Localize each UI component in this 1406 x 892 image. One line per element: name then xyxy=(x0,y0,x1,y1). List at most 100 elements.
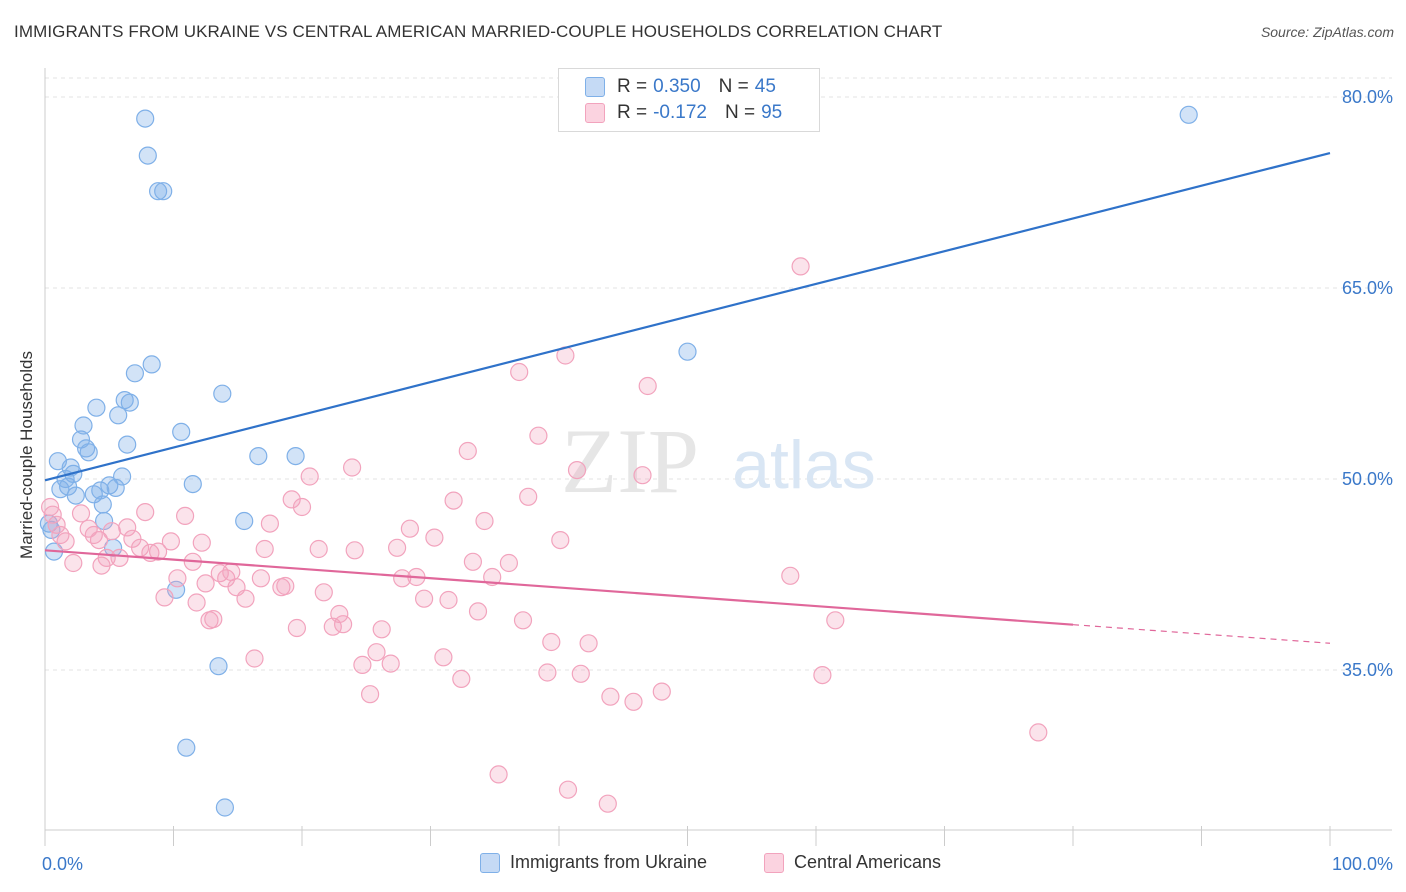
central-american-point xyxy=(300,467,319,486)
watermark-zip: ZIP xyxy=(561,410,699,512)
central-american-point xyxy=(579,634,598,653)
central-american-point xyxy=(236,589,255,608)
ukraine-point xyxy=(209,657,228,676)
central-american-point xyxy=(251,569,270,588)
central-american-point xyxy=(361,685,380,704)
central-american-point xyxy=(260,514,279,533)
central-american-point xyxy=(176,506,195,526)
central-american-point xyxy=(84,525,103,545)
central-american-point xyxy=(475,511,494,531)
central-american-point xyxy=(571,664,590,683)
legend-label-central-american: Central Americans xyxy=(794,852,942,872)
y-tick-label: 80.0% xyxy=(1342,87,1393,107)
central-american-point xyxy=(102,522,121,541)
central-american-point xyxy=(245,649,264,668)
central-american-point xyxy=(343,458,362,477)
central-american-point xyxy=(558,780,578,799)
trend-layer xyxy=(44,151,1331,644)
central-american-point xyxy=(47,515,66,534)
axis-layer: 35.0% 50.0% 65.0% 80.0% 0.0% 100.0% xyxy=(42,68,1393,874)
central-american-point xyxy=(334,615,353,634)
legend-swatch-central-american xyxy=(585,103,605,123)
central-american-point xyxy=(110,548,129,568)
central-american-point xyxy=(463,552,482,571)
ukraine-point xyxy=(125,364,144,383)
ukraine-point xyxy=(106,478,125,497)
central-american-point xyxy=(309,539,328,559)
central-american-point xyxy=(282,490,301,509)
central-american-point xyxy=(372,620,391,639)
legend-label-ukraine: Immigrants from Ukraine xyxy=(510,852,708,872)
y-tick-label: 35.0% xyxy=(1342,660,1393,680)
source-label: Source: ZipAtlas.com xyxy=(1260,24,1394,40)
ukraine-point xyxy=(183,475,202,494)
central-american-point xyxy=(381,654,400,673)
ukraine-point xyxy=(177,738,196,757)
central-american-point xyxy=(204,609,223,629)
central-american-point xyxy=(781,566,800,585)
grid-layer xyxy=(45,77,1392,671)
ukraine-point xyxy=(79,443,98,462)
central-american-point xyxy=(499,553,518,573)
central-american-point xyxy=(353,655,372,675)
legend-n-label: N = xyxy=(724,102,756,123)
ukraine-point xyxy=(249,447,268,466)
central-american-point xyxy=(43,505,62,524)
ukraine-point xyxy=(120,393,139,412)
central-american-point xyxy=(222,562,241,582)
ukraine-point xyxy=(112,467,132,486)
ukraine-point xyxy=(66,486,85,505)
legend-row-central-american: R = -0.172 N = 95 xyxy=(585,101,782,125)
central-american-point xyxy=(155,588,174,607)
y-tick-label: 50.0% xyxy=(1342,469,1393,489)
central-american-point xyxy=(196,574,215,593)
legend-r-label: R = xyxy=(617,102,648,123)
central-american-point xyxy=(813,665,832,685)
ukraine-point xyxy=(42,520,61,540)
central-american-point xyxy=(601,687,620,706)
central-american-point xyxy=(434,648,453,667)
central-american-point xyxy=(598,794,617,813)
central-american-point xyxy=(519,487,538,506)
points-layer xyxy=(39,105,1198,817)
legend-r-value: -0.172 xyxy=(653,102,707,123)
central-american-point xyxy=(192,533,211,552)
legend-swatch-ukraine xyxy=(585,77,605,97)
central-american-point xyxy=(468,602,488,621)
central-american-point xyxy=(489,765,508,784)
central-american-point xyxy=(444,491,463,510)
central-american-point xyxy=(633,466,652,485)
trend-line-central-american xyxy=(44,549,1074,626)
central-american-point xyxy=(425,528,444,547)
central-american-point xyxy=(161,532,180,551)
legend-item-ukraine: Immigrants from Ukraine xyxy=(480,852,707,873)
central-american-point xyxy=(624,692,643,711)
central-american-point xyxy=(652,682,671,701)
ukraine-point xyxy=(286,447,305,466)
ukraine-point xyxy=(149,182,168,201)
central-american-point xyxy=(567,461,587,480)
central-american-point xyxy=(64,553,83,573)
central-american-point xyxy=(168,569,187,588)
trend-line-central-american-extension xyxy=(1072,624,1331,644)
central-american-point xyxy=(826,611,845,630)
central-american-point xyxy=(118,518,137,537)
central-american-point xyxy=(510,362,529,382)
central-american-point xyxy=(56,532,75,551)
legend-swatch-ukraine xyxy=(480,852,500,873)
central-american-point xyxy=(330,604,349,624)
central-american-point xyxy=(529,426,548,445)
ukraine-point xyxy=(94,511,114,531)
central-american-point xyxy=(314,583,333,602)
ukraine-point xyxy=(115,391,134,410)
watermark-atlas: atlas xyxy=(732,427,876,503)
central-american-point xyxy=(638,376,657,396)
y-tick-label: 65.0% xyxy=(1342,278,1393,298)
legend-n-label: N = xyxy=(718,76,749,97)
central-american-point xyxy=(513,611,533,630)
central-american-point xyxy=(292,497,312,517)
ukraine-point xyxy=(142,355,161,374)
ukraine-point xyxy=(91,481,110,500)
central-american-point xyxy=(255,539,274,559)
